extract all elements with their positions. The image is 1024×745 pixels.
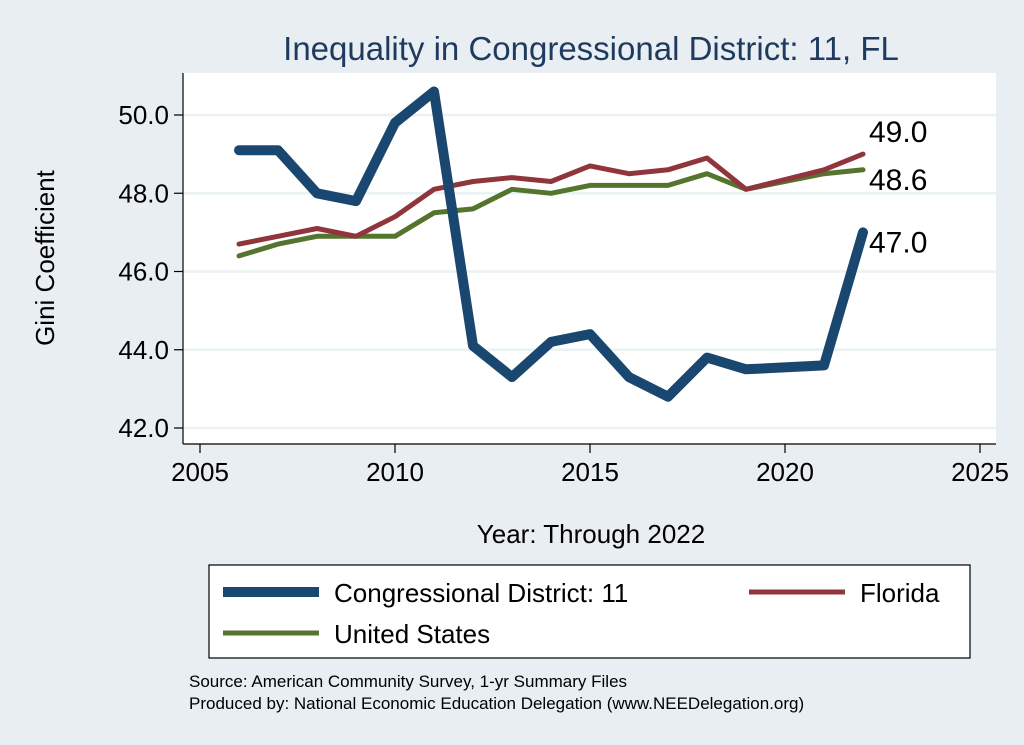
x-tick-label: 2010 [366, 457, 424, 487]
series-line-congressional-district-11 [234, 86, 868, 402]
y-tick-label: 46.0 [118, 257, 169, 287]
legend: Congressional District: 11 Florida United … [223, 578, 940, 649]
y-tick-label: 50.0 [118, 100, 169, 130]
y-tick-label: 44.0 [118, 335, 169, 365]
x-tick-label: 2005 [171, 457, 229, 487]
end-label: 47.0 [869, 226, 927, 259]
x-tick-label: 2025 [951, 457, 1009, 487]
chart-title: Inequality in Congressional District: 11… [283, 30, 899, 67]
end-labels: 47.0 49.0 48.6 [869, 116, 927, 259]
source-line-1: Source: American Community Survey, 1-yr … [189, 672, 627, 691]
y-axis-ticks: 42.0 44.0 46.0 48.0 50.0 [118, 100, 183, 443]
series-lines [234, 86, 868, 402]
legend-label: Florida [860, 578, 940, 608]
y-tick-label: 42.0 [118, 413, 169, 443]
x-tick-label: 2020 [756, 457, 814, 487]
series-line-florida [236, 151, 866, 247]
source-line-2: Produced by: National Economic Education… [189, 694, 804, 713]
end-label: 48.6 [869, 164, 927, 197]
x-tick-label: 2015 [561, 457, 619, 487]
legend-box [208, 564, 971, 659]
x-axis-ticks: 2005 2010 2015 2020 2025 [171, 444, 1009, 487]
legend-label: United States [334, 619, 490, 649]
series-line-united-states [236, 167, 866, 259]
y-axis-title: Gini Coefficient [30, 169, 60, 346]
x-axis-title: Year: Through 2022 [477, 519, 705, 549]
legend-label: Congressional District: 11 [334, 578, 628, 608]
end-label: 49.0 [869, 116, 927, 149]
y-tick-label: 48.0 [118, 178, 169, 208]
